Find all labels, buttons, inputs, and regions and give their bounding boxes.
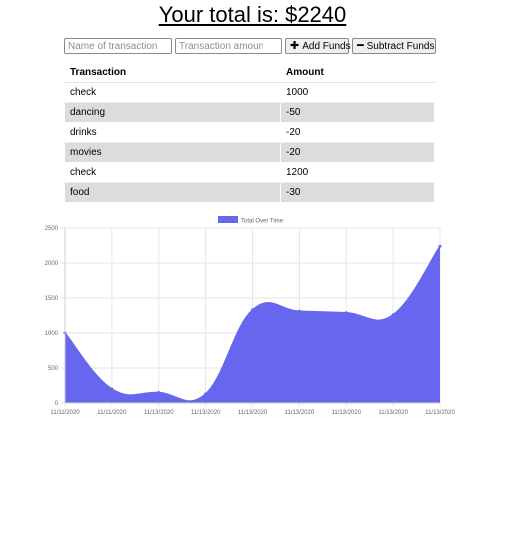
total-over-time-chart: 0 500 1000 1500 2000 2500 11/11/2020 11/11/2020… (45, 216, 455, 416)
transaction-name-input[interactable] (64, 38, 172, 54)
transaction-amount-cell: -20 (280, 122, 435, 143)
transaction-amount-cell: -30 (280, 182, 435, 203)
series-area (65, 246, 440, 403)
transaction-name-cell: dancing (64, 102, 281, 123)
y-tick-label: 2500 (45, 226, 59, 232)
data-point (251, 308, 254, 312)
transaction-name-cell: food (64, 182, 281, 203)
y-tick-label: 2000 (45, 261, 59, 267)
x-tick-label: 11/13/2020 (238, 410, 268, 416)
data-point (110, 387, 114, 391)
column-header-transaction: Transaction (64, 62, 281, 83)
y-tick-label: 1500 (45, 296, 59, 302)
transaction-amount-cell: 1000 (280, 82, 435, 103)
data-point (438, 244, 442, 248)
table-row: food -30 (64, 182, 435, 203)
transaction-name-cell: movies (64, 142, 281, 163)
transaction-name-cell: drinks (64, 122, 281, 143)
x-tick-label: 11/13/2020 (378, 410, 408, 416)
plus-icon: ✚ (290, 39, 300, 52)
transaction-amount-input[interactable] (175, 38, 282, 54)
x-tick-label: 11/13/2020 (191, 410, 221, 416)
subtract-funds-button[interactable]: ━ Subtract Funds (352, 38, 436, 54)
transaction-name-cell: check (64, 162, 281, 183)
data-point (391, 313, 395, 317)
chart-legend: Total Over Time (218, 216, 284, 225)
y-tick-label: 500 (48, 366, 59, 372)
x-tick-label: 11/11/2020 (50, 410, 80, 416)
legend-label: Total Over Time (241, 219, 284, 225)
transactions-table: Transaction Amount check 1000 dancing -5… (64, 62, 435, 203)
transaction-amount-cell: -50 (280, 102, 435, 123)
y-tick-label: 0 (55, 401, 59, 407)
data-point (344, 311, 348, 315)
data-point (297, 309, 301, 313)
x-tick-label: 11/13/2020 (144, 410, 174, 416)
x-tick-label: 11/13/2020 (285, 410, 315, 416)
table-row: check 1200 (64, 162, 435, 183)
x-tick-label: 11/13/2020 (331, 410, 361, 416)
data-point (204, 392, 208, 396)
x-tick-label: 11/11/2020 (97, 410, 127, 416)
data-point (157, 391, 161, 394)
table-row: drinks -20 (64, 122, 435, 143)
x-tick-label: 11/13/2020 (425, 410, 455, 416)
table-row: check 1000 (64, 82, 435, 103)
transaction-amount-cell: -20 (280, 142, 435, 163)
add-funds-button[interactable]: ✚ Add Funds (285, 38, 351, 54)
subtract-funds-label: Subtract Funds (366, 40, 435, 52)
add-funds-label: Add Funds (302, 40, 351, 52)
y-tick-label: 1000 (45, 331, 59, 337)
minus-icon: ━ (357, 39, 364, 52)
column-header-amount: Amount (280, 62, 435, 83)
page-title: Your total is: $2240 (158, 2, 347, 27)
transaction-name-cell: check (64, 82, 281, 103)
table-row: dancing -50 (64, 102, 435, 123)
table-header-row: Transaction Amount (64, 62, 435, 83)
table-row: movies -20 (64, 142, 435, 163)
legend-swatch (218, 216, 238, 223)
transaction-amount-cell: 1200 (280, 162, 435, 183)
